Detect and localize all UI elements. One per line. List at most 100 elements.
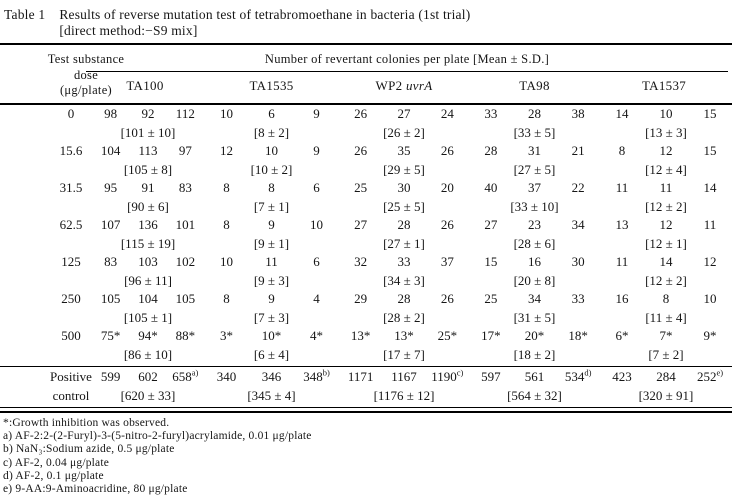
plate-count: 599 [100,369,121,384]
plate-count: 10 [659,106,673,121]
footnote-c: c) AF-2, 0.04 μg/plate [3,456,110,469]
plate-count: 15 [703,106,717,121]
table-header: Test substance dose (μg/plate) Number of… [0,45,732,103]
plate-count: 104 [138,291,158,306]
plate-counts: 26 35 26 [339,142,469,161]
mean-sd: [9 ± 1] [253,235,290,251]
revertant-cell: 423 284 252e) [320 ± 91] [600,368,732,405]
plate-count: 423 [612,369,632,384]
dose-column-header: Test substance dose (μg/plate) [0,52,172,99]
plate-count: 10 [265,143,278,158]
plate-counts: 11 14 12 [600,253,732,272]
plate-count: 12 [659,143,673,158]
plate-count: 1171 [347,369,374,384]
strain-header-italic: uvrA [405,78,433,93]
table-title-line2: [direct method:−S9 mix] [59,23,198,38]
plate-count: 8 [662,291,670,306]
revertant-cell: 98 92 112 [101 ± 10] [92,105,204,142]
revertant-cell: 26 35 26 [29 ± 5] [339,142,469,179]
mean-sd: [320 ± 91] [638,387,694,403]
plate-count: 284 [656,369,676,384]
plate-counts: 33 28 38 [469,105,600,124]
plate-count: 35 [397,143,411,158]
revertant-cell: 17* 20* 18* [18 ± 2] [469,327,600,364]
mean-sd: [26 ± 2] [383,124,425,140]
plate-counts: 32 33 37 [339,253,469,272]
plate-counts: 104 113 97 [92,142,204,161]
plate-count: 13* [350,328,371,343]
plate-counts: 27 23 34 [469,216,600,235]
plate-count: 102 [175,254,196,269]
revertant-cell: 33 28 38 [33 ± 5] [469,105,600,142]
positive-control-separator [0,366,732,367]
plate-count: 26 [354,106,368,121]
table-row: Positive control 599 602 658a) [620 ± 33] 340 3… [0,368,732,405]
plate-count: 4* [310,328,323,343]
plate-count: 11 [659,180,673,195]
plate-counts: 40 37 22 [469,179,600,198]
revertant-cell: 8 8 6 [7 ± 1] [204,179,339,216]
plate-count: 34 [571,217,585,232]
mean-sd: [105 ± 8] [123,161,173,177]
plate-counts: 17* 20* 18* [469,327,600,346]
dose-value: 62.5 [0,216,92,253]
plate-count: 6 [313,180,320,195]
plate-counts: 29 28 26 [339,290,469,309]
plate-count: 9* [703,328,717,343]
mean-sd: [96 ± 11] [124,272,172,288]
plate-count: 11 [615,254,629,269]
revertant-cell: 8 9 10 [9 ± 1] [204,216,339,253]
revertant-cell: 16 8 10 [11 ± 4] [600,290,732,327]
mean-sd: [115 ± 19] [120,235,176,251]
footnote-ref: e) [716,367,724,378]
revertant-cell: 13 12 11 [12 ± 1] [600,216,732,253]
plate-count: 104 [100,143,121,158]
dose-value: 500 [0,327,92,364]
plate-count: 83 [104,254,118,269]
plate-counts: 10 6 9 [204,105,339,124]
plate-count: 26 [440,217,454,232]
plate-counts: 14 10 15 [600,105,732,124]
revertant-cell: 95 91 83 [90 ± 6] [92,179,204,216]
plate-count: 8 [268,180,275,195]
table-row: 250 105 104 105 [105 ± 1] 8 9 4 [7 ± 3] 29 28 26 [28… [0,290,732,327]
mean-sd: [31 ± 5] [513,309,556,325]
revertant-cell: 75* 94* 88* [86 ± 10] [92,327,204,364]
plate-count: 136 [138,217,158,232]
plate-count: 11 [703,217,717,232]
table-row: 500 75* 94* 88* [86 ± 10] 3* 10* 4* [6 ± 4] 13* 13… [0,327,732,364]
plate-count: 25* [437,328,458,343]
revertant-cell: 83 103 102 [96 ± 11] [92,253,204,290]
plate-count: 8 [223,180,230,195]
plate-count: 14 [615,106,629,121]
table-row: 0 98 92 112 [101 ± 10] 10 6 9 [8 ± 2] 26 27 24 [26 ±… [0,105,732,142]
revertant-cell: 25 34 33 [31 ± 5] [469,290,600,327]
footnote-a: a) AF-2:2-(2-Furyl)-3-(5-nitro-2-furyl)a… [3,430,312,443]
plate-count: 25 [354,180,368,195]
dose-line: 62.5 [59,217,83,232]
footnote-ref: d) [584,367,592,378]
mean-sd: [25 ± 5] [383,198,425,214]
mean-sd: [86 ± 10] [123,346,173,362]
plate-count: 97 [178,143,192,158]
plate-counts: 13 12 11 [600,216,732,235]
footnote-ref: a) [191,367,199,378]
strain-header-wp2: WP2 uvrA [375,78,433,93]
revertant-cell: 8 9 4 [7 ± 3] [204,290,339,327]
plate-count: 9 [268,291,275,306]
strain-header-row: TA100 TA1535 WP2 uvrA TA98 TA1537 [86,72,728,94]
plate-count: 8 [223,291,230,306]
plate-counts: 75* 94* 88* [92,327,204,346]
plate-count: 37 [440,254,454,269]
plate-count: 658a) [172,367,199,384]
plate-count: 27 [397,106,411,121]
revertant-cell: 10 11 6 [9 ± 3] [204,253,339,290]
plate-count: 27 [354,217,368,232]
plate-count: 33 [397,254,411,269]
dose-line: 250 [61,291,81,306]
plate-count: 6 [268,106,275,121]
plate-count: 252e) [696,367,724,384]
plate-count: 30 [397,180,411,195]
plate-count: 11 [265,254,278,269]
plate-count: 20 [440,180,454,195]
